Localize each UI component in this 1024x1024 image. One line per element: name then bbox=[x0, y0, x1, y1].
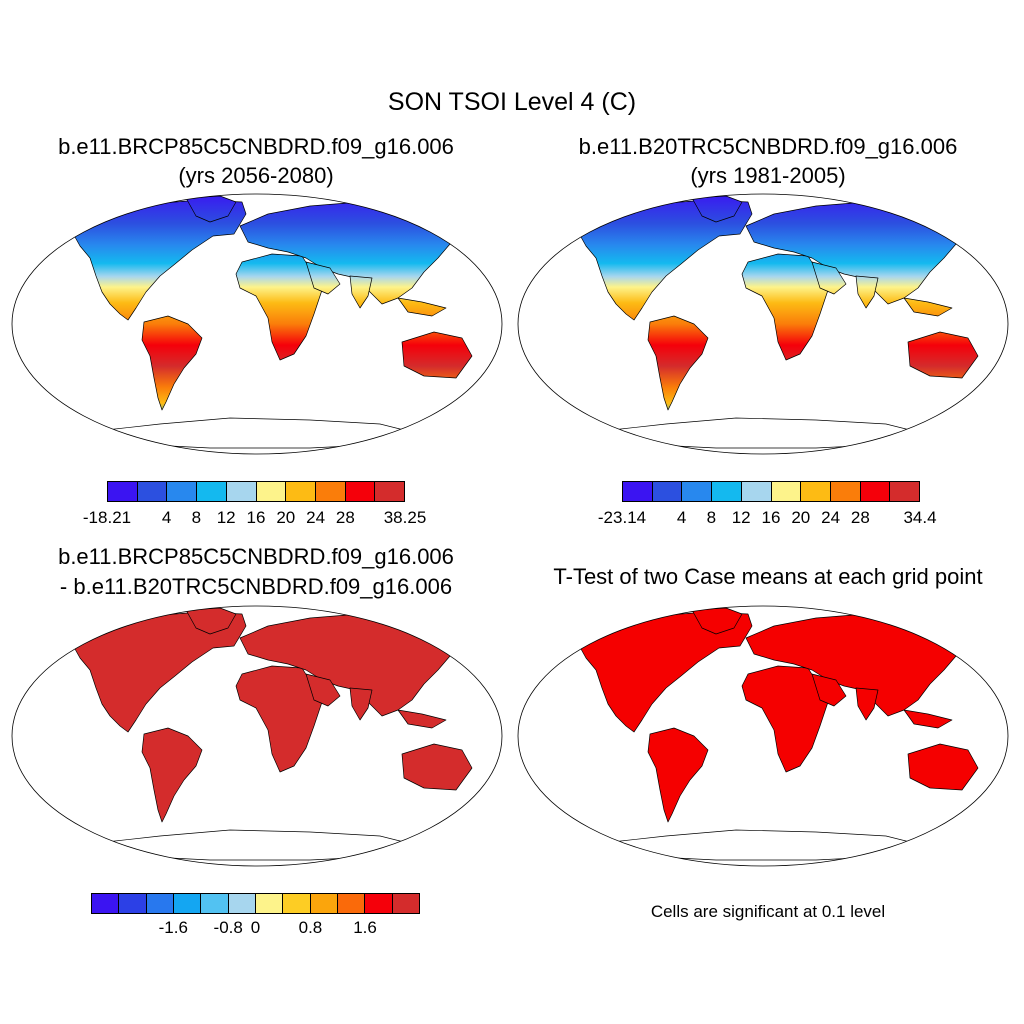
historical-colorbar bbox=[622, 481, 920, 502]
colorbar-box bbox=[771, 482, 802, 501]
future-temperature-map bbox=[11, 193, 503, 455]
colorbar-box bbox=[801, 482, 831, 501]
panel-historical-years: (yrs 1981-2005) bbox=[690, 163, 846, 188]
colorbar-box bbox=[197, 482, 227, 501]
colorbar-box bbox=[167, 482, 198, 501]
historical-colorbar-ticks: -23.14 4 8 12 16 20 24 28 34.4 bbox=[598, 508, 937, 528]
panel-ttest-title: T-Test of two Case means at each grid po… bbox=[553, 564, 983, 589]
colorbar-box bbox=[315, 482, 346, 501]
colorbar-box bbox=[682, 482, 713, 501]
colorbar-box bbox=[337, 894, 366, 913]
colorbar-box bbox=[375, 482, 405, 501]
colorbar-tick-label: 0 bbox=[250, 918, 261, 937]
colorbar-tick-label: 34.4 bbox=[903, 508, 937, 527]
colorbar-tick-label: 16 bbox=[246, 508, 266, 527]
colorbar-tick-label: 38.25 bbox=[383, 508, 427, 527]
difference-colorbar-ticks: -1.6 -0.8 0 0.8 1.6 bbox=[91, 918, 420, 938]
colorbar-tick-label: 20 bbox=[276, 508, 296, 527]
colorbar-tick-label: 16 bbox=[761, 508, 781, 527]
colorbar-tick-label: 12 bbox=[216, 508, 236, 527]
colorbar-box bbox=[283, 894, 311, 913]
colorbar-tick-label: 0.8 bbox=[298, 918, 323, 937]
colorbar-box bbox=[256, 482, 287, 501]
colorbar-box bbox=[345, 482, 376, 501]
colorbar-box bbox=[92, 894, 120, 913]
future-colorbar bbox=[107, 481, 405, 502]
colorbar-box bbox=[119, 894, 147, 913]
colorbar-box bbox=[226, 482, 257, 501]
difference-colorbar bbox=[91, 893, 420, 914]
colorbar-tick-label: 24 bbox=[821, 508, 841, 527]
historical-temperature-map bbox=[517, 193, 1009, 455]
colorbar-box bbox=[286, 482, 316, 501]
colorbar-box bbox=[310, 894, 338, 913]
colorbar-tick-label: 20 bbox=[791, 508, 811, 527]
significance-note: Cells are significant at 0.1 level bbox=[650, 902, 886, 921]
colorbar-box bbox=[173, 894, 202, 913]
colorbar-box bbox=[623, 482, 653, 501]
ttest-significance-map bbox=[517, 605, 1009, 867]
colorbar-tick-label: 8 bbox=[191, 508, 202, 527]
colorbar-tick-label: 28 bbox=[850, 508, 870, 527]
figure-title: SON TSOI Level 4 (C) bbox=[387, 88, 637, 116]
colorbar-box bbox=[652, 482, 683, 501]
colorbar-tick-label: -23.14 bbox=[597, 508, 647, 527]
panel-future-years: (yrs 2056-2080) bbox=[178, 163, 334, 188]
colorbar-tick-label: 24 bbox=[306, 508, 326, 527]
colorbar-box bbox=[890, 482, 920, 501]
colorbar-box bbox=[860, 482, 891, 501]
colorbar-box bbox=[146, 894, 174, 913]
colorbar-tick-label: 12 bbox=[731, 508, 751, 527]
colorbar-tick-label: 4 bbox=[676, 508, 687, 527]
colorbar-box bbox=[108, 482, 138, 501]
panel-difference-subtitle: - b.e11.B20TRC5CNBDRD.f09_g16.006 bbox=[59, 574, 453, 599]
colorbar-tick-label: -0.8 bbox=[213, 918, 243, 937]
colorbar-tick-label: 8 bbox=[706, 508, 717, 527]
panel-future-title: b.e11.BRCP85C5CNBDRD.f09_g16.006 bbox=[58, 134, 454, 159]
colorbar-box bbox=[712, 482, 742, 501]
colorbar-tick-label: 28 bbox=[335, 508, 355, 527]
colorbar-box bbox=[830, 482, 861, 501]
difference-map bbox=[11, 605, 503, 867]
colorbar-box bbox=[137, 482, 168, 501]
colorbar-box bbox=[255, 894, 284, 913]
colorbar-box bbox=[228, 894, 256, 913]
colorbar-box bbox=[741, 482, 772, 501]
colorbar-box bbox=[365, 894, 393, 913]
panel-difference-title: b.e11.BRCP85C5CNBDRD.f09_g16.006 bbox=[58, 544, 454, 569]
colorbar-tick-label: -1.6 bbox=[158, 918, 188, 937]
colorbar-box bbox=[201, 894, 229, 913]
colorbar-tick-label: 4 bbox=[161, 508, 172, 527]
panel-historical-title: b.e11.B20TRC5CNBDRD.f09_g16.006 bbox=[578, 134, 958, 159]
colorbar-tick-label: -18.21 bbox=[82, 508, 132, 527]
future-colorbar-ticks: -18.21 4 8 12 16 20 24 28 38.25 bbox=[83, 508, 426, 528]
colorbar-tick-label: 1.6 bbox=[353, 918, 377, 937]
colorbar-box bbox=[392, 894, 419, 913]
